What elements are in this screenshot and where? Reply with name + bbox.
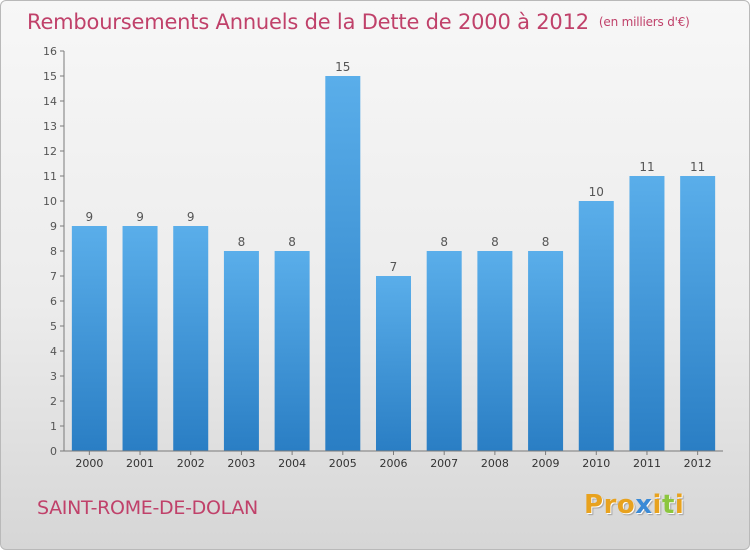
bar-value-label: 9 — [86, 210, 94, 224]
y-tick-label: 0 — [50, 445, 57, 458]
title-unit: (en milliers d'€) — [598, 15, 690, 29]
y-tick-label: 12 — [43, 145, 57, 158]
bars: 9 9 9 8 8 15 7 8 8 8 10 11 11 — [71, 60, 716, 451]
x-tick-label: 2008 — [481, 457, 509, 470]
x-tick-label: 2000 — [75, 457, 103, 470]
bar-2000 — [71, 226, 107, 451]
bar-value-label: 11 — [690, 160, 705, 174]
y-tick-label: 3 — [50, 370, 57, 383]
logo-letter: o — [616, 490, 636, 520]
logo-letter: r — [603, 490, 617, 520]
bar-2011 — [629, 176, 665, 451]
x-tick-label: 2011 — [633, 457, 661, 470]
x-tick-label: 2004 — [278, 457, 306, 470]
proxiti-logo[interactable]: Proxiti — [584, 490, 684, 520]
bar-2005 — [325, 76, 361, 451]
x-tick-label: 2006 — [380, 457, 408, 470]
y-tick-label: 14 — [43, 95, 57, 108]
bar-value-label: 8 — [491, 235, 499, 249]
logo-letter: P — [584, 490, 604, 520]
y-tick-label: 6 — [50, 295, 57, 308]
x-tick-label: 2001 — [126, 457, 154, 470]
bar-2003 — [223, 251, 259, 451]
bar-value-label: 7 — [390, 260, 398, 274]
bar-value-label: 15 — [335, 60, 350, 74]
title-text: Remboursements Annuels de la Dette de 20… — [27, 10, 589, 34]
x-tick-label: 2009 — [532, 457, 560, 470]
chart-title: Remboursements Annuels de la Dette de 20… — [27, 10, 690, 34]
bar-2009 — [528, 251, 564, 451]
commune-name: SAINT-ROME-DE-DOLAN — [37, 497, 258, 519]
bar-2004 — [274, 251, 310, 451]
bar-2010 — [578, 201, 614, 451]
x-tick-label: 2012 — [684, 457, 712, 470]
x-axis: 2000 2001 2002 2003 2004 2005 2006 2007 2008 2009… — [64, 450, 723, 470]
bar-2007 — [426, 251, 462, 451]
bar-2006 — [376, 276, 411, 451]
logo-letter: t — [661, 490, 675, 520]
bar-value-label: 8 — [288, 235, 296, 249]
bar-value-label: 8 — [440, 235, 448, 249]
y-tick-label: 8 — [50, 245, 57, 258]
bar-value-label: 10 — [589, 185, 604, 199]
y-tick-label: 11 — [43, 170, 57, 183]
logo-letter: i — [674, 490, 685, 520]
bar-value-label: 8 — [542, 235, 550, 249]
bar-value-label: 8 — [238, 235, 246, 249]
bar-2008 — [477, 251, 513, 451]
bar-2001 — [122, 226, 158, 451]
y-tick-label: 2 — [50, 395, 57, 408]
x-tick-label: 2005 — [329, 457, 357, 470]
y-tick-label: 15 — [43, 70, 57, 83]
y-tick-label: 16 — [43, 45, 57, 58]
x-tick-label: 2003 — [227, 457, 255, 470]
y-tick-label: 1 — [50, 420, 57, 433]
logo-letter: x — [635, 490, 653, 520]
y-tick-label: 13 — [43, 120, 57, 133]
bar-value-label: 9 — [187, 210, 195, 224]
x-tick-label: 2010 — [582, 457, 610, 470]
y-tick-label: 10 — [43, 195, 57, 208]
y-tick-label: 7 — [50, 270, 57, 283]
x-tick-label: 2007 — [430, 457, 458, 470]
y-tick-label: 5 — [50, 320, 57, 333]
bar-2012 — [680, 176, 716, 451]
bar-2002 — [173, 226, 209, 451]
y-tick-label: 4 — [50, 345, 57, 358]
y-tick-label: 9 — [50, 220, 57, 233]
logo-letter: i — [652, 490, 662, 520]
bar-value-label: 9 — [136, 210, 144, 224]
x-tick-label: 2002 — [177, 457, 205, 470]
bar-value-label: 11 — [639, 160, 654, 174]
